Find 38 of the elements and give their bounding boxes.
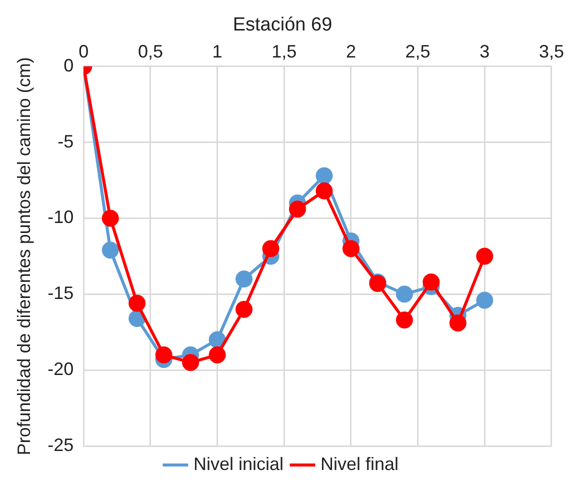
x-tick-label: 1,5 [272, 42, 297, 62]
y-tick-label: -20 [48, 359, 74, 380]
y-tick-label: -25 [48, 434, 74, 455]
point [316, 167, 333, 184]
point [289, 200, 306, 218]
point [208, 331, 226, 348]
point [476, 248, 494, 265]
point [155, 346, 172, 364]
point [476, 292, 494, 309]
point [236, 270, 253, 288]
x-tick-label: 3 [480, 42, 490, 62]
point [128, 294, 146, 312]
x-tick-label: 0,5 [138, 42, 163, 62]
legend-label: Nivel final [320, 454, 399, 474]
chart-title: Estación 69 [232, 14, 332, 36]
point [102, 242, 119, 259]
point [208, 346, 226, 364]
y-tick-label: -15 [48, 283, 74, 304]
legend-label: Nivel inicial [193, 454, 284, 474]
y-axis-title: Profundidad de diferentes puntos del camino (cm) [14, 57, 34, 456]
x-tick-label: 3,5 [538, 42, 564, 62]
point [102, 210, 119, 227]
x-tick-label: 1 [212, 42, 222, 62]
point [422, 274, 440, 291]
x-tick-label: 2 [346, 42, 356, 62]
point [262, 240, 280, 258]
point [449, 314, 466, 332]
y-tick-label: -10 [48, 207, 74, 228]
x-tick-label: 0 [78, 42, 89, 62]
y-tick-label: 0 [64, 55, 74, 76]
point [396, 286, 413, 303]
point [396, 311, 413, 328]
x-tick-label: 2,5 [405, 42, 430, 62]
y-tick-label: -5 [58, 131, 74, 152]
point [316, 182, 333, 200]
point [182, 354, 200, 371]
point [342, 240, 360, 258]
point [236, 300, 253, 318]
